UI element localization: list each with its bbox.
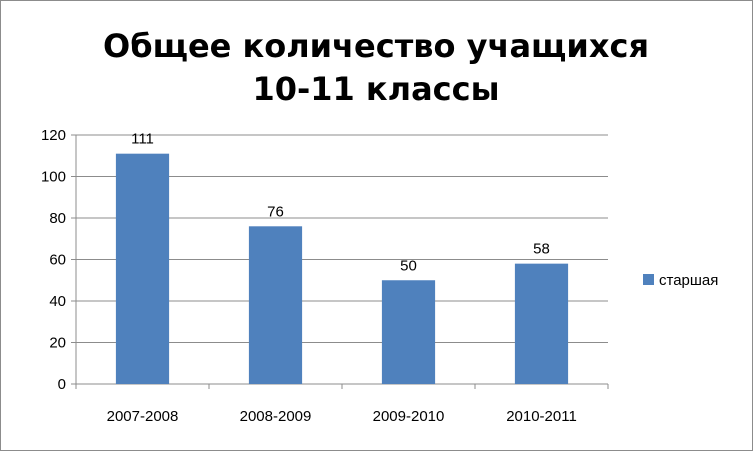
y-tick-label: 120	[41, 127, 66, 144]
bar	[381, 280, 436, 384]
x-category-label: 2007-2008	[107, 408, 179, 425]
x-category-label: 2009-2010	[373, 408, 445, 425]
y-tick-label: 100	[41, 169, 66, 186]
legend: старшая	[643, 272, 718, 289]
legend-swatch	[643, 274, 654, 285]
y-tick-label: 40	[49, 293, 66, 310]
bar	[248, 226, 303, 384]
y-tick-label: 0	[58, 376, 66, 393]
y-tick-label: 80	[49, 210, 66, 227]
bar	[514, 263, 569, 384]
x-category-label: 2008-2009	[240, 408, 312, 425]
legend-label: старшая	[659, 272, 718, 289]
data-label: 50	[400, 257, 417, 274]
data-label: 76	[267, 203, 284, 220]
data-label: 111	[131, 131, 154, 148]
chart-title-line-1: Общее количество учащихся	[103, 27, 649, 65]
data-label: 58	[533, 241, 550, 258]
y-tick-label: 20	[49, 335, 66, 352]
chart-title-line-2: 10-11 классы	[252, 70, 499, 108]
y-tick-label: 60	[49, 252, 66, 269]
labels: 0 20 40 60 80 100 120 111 2007-2008 76 2008-2009 50…	[41, 127, 577, 425]
bar	[115, 153, 170, 384]
x-category-label: 2010-2011	[506, 408, 577, 425]
bars	[115, 153, 569, 384]
